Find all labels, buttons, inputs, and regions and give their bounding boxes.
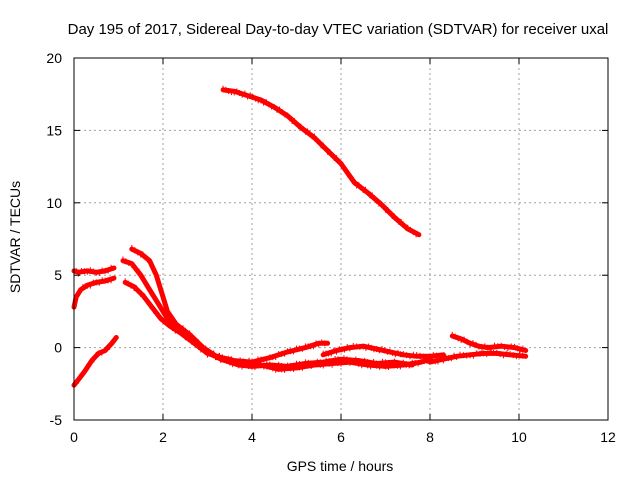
series-layer (71, 85, 529, 388)
series-track (71, 264, 117, 277)
series-track (427, 349, 529, 365)
y-tick-label: -5 (50, 412, 63, 428)
x-tick-label: 6 (337, 429, 345, 445)
series-line (449, 333, 529, 353)
y-tick-label: 10 (46, 195, 62, 211)
y-tick-label: 0 (54, 340, 62, 356)
y-tick-label: 5 (54, 267, 62, 283)
axes: 0 2 4 6 8 10 12 -5 0 5 10 15 20 (46, 50, 616, 445)
x-tick-label: 8 (426, 429, 434, 445)
y-tick-label: 20 (46, 50, 62, 66)
series-track (122, 278, 433, 374)
series-line (71, 265, 117, 275)
series-track (220, 85, 422, 238)
series-track (71, 335, 119, 388)
series-track (320, 343, 446, 361)
x-tick-label: 2 (159, 429, 167, 445)
x-axis-label: GPS time / hours (287, 458, 394, 474)
series-track (449, 331, 529, 353)
y-axis-label: SDTVAR / TECUs (7, 181, 23, 293)
x-tick-label: 4 (248, 429, 256, 445)
x-tick-label: 12 (600, 429, 616, 445)
x-tick-label: 10 (511, 429, 527, 445)
y-tick-label: 15 (46, 122, 62, 138)
chart-title: Day 195 of 2017, Sidereal Day-to-day VTE… (68, 21, 609, 38)
series-line (71, 335, 119, 388)
x-tick-label: 0 (70, 429, 78, 445)
